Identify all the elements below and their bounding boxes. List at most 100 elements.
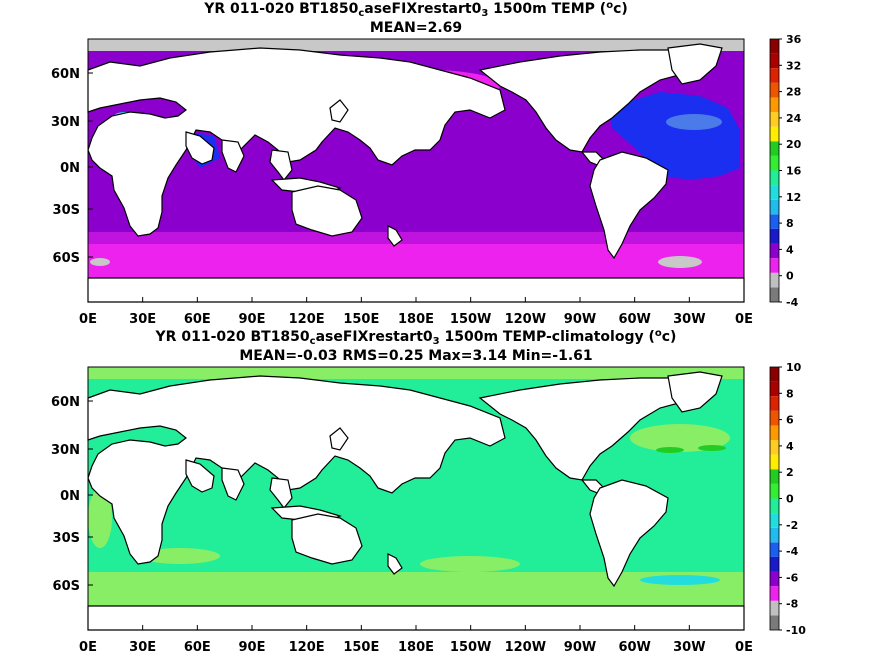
colorbar-swatch	[770, 410, 779, 426]
colorbar-swatch	[770, 126, 779, 142]
colorbar-swatch	[770, 498, 779, 514]
lon-label: 90W	[564, 312, 596, 327]
lon-label: 0E	[79, 312, 97, 327]
lon-label: 150W	[450, 640, 491, 655]
lon-label: 90E	[239, 640, 266, 655]
colorbar-tick-label: 16	[786, 165, 802, 178]
lon-label: 30E	[129, 312, 156, 327]
colorbar-swatch	[770, 527, 779, 543]
lat-label: 30S	[53, 531, 80, 546]
lat-label: 30N	[51, 115, 80, 130]
colorbar-swatch	[770, 469, 779, 484]
colorbar-swatch	[770, 39, 779, 54]
lon-label: 0E	[735, 640, 753, 655]
lat-label: 60S	[53, 579, 80, 594]
colorbar-tick-label: -8	[786, 598, 798, 611]
colorbar-tick-label: 32	[786, 59, 801, 72]
colorbar-swatch	[770, 199, 779, 215]
lon-label: 30W	[673, 312, 705, 327]
colorbar-swatch	[770, 454, 779, 470]
colorbar-tick-label: 6	[786, 414, 794, 427]
panel2-southern-ocean	[88, 572, 744, 606]
lon-label: 60W	[618, 312, 650, 327]
colorbar-swatch	[770, 228, 779, 244]
lat-label: 60S	[53, 251, 80, 266]
colorbar-swatch	[770, 214, 779, 229]
lon-label: 30W	[673, 640, 705, 655]
colorbar-tick-label: -4	[786, 296, 799, 309]
lon-label: 30E	[129, 640, 156, 655]
lat-label: 60N	[51, 395, 80, 410]
colorbar-swatch	[770, 141, 779, 156]
colorbar-swatch	[770, 170, 779, 186]
colorbar-swatch	[770, 367, 779, 382]
colorbar-swatch	[770, 542, 779, 557]
colorbar-tick-label: 10	[786, 361, 802, 374]
colorbar-swatch	[770, 185, 779, 200]
lon-label: 60E	[184, 312, 211, 327]
lon-label: 0E	[735, 312, 753, 327]
colorbar-tick-label: 8	[786, 217, 794, 230]
colorbar-tick-label: 0	[786, 270, 794, 283]
panel1-atlantic	[608, 92, 740, 180]
lon-label: 90E	[239, 312, 266, 327]
colorbar-swatch	[770, 155, 779, 171]
colorbar-swatch	[770, 82, 779, 98]
colorbar-tick-label: 2	[786, 466, 794, 479]
axis-labels: 60N 30N 0N 30S 60S 0E 30E 60E 90E 120E 150E 180E 150…	[51, 67, 753, 655]
lon-label: 150E	[343, 312, 379, 327]
colorbar-swatch	[770, 483, 779, 499]
colorbar-swatch	[770, 586, 779, 601]
colorbar-swatch	[770, 381, 779, 397]
colorbar-tick-label: 0	[786, 493, 794, 506]
lon-label: 150E	[343, 640, 379, 655]
colorbar-tick-label: -4	[786, 545, 799, 558]
lat-label: 0N	[60, 489, 80, 504]
colorbar-swatch	[770, 425, 779, 441]
colorbar-tick-label: 20	[786, 138, 802, 151]
lon-label: 120E	[289, 640, 325, 655]
colorbar-swatch	[770, 396, 779, 411]
lat-label: 60N	[51, 67, 80, 82]
lon-label: 120W	[505, 312, 546, 327]
colorbar-tick-label: -10	[786, 624, 806, 637]
colorbar-tick-label: 12	[786, 191, 801, 204]
colorbar-tick-label: 36	[786, 33, 802, 46]
colorbar-tick-label: -6	[786, 571, 799, 584]
colorbar-swatch	[770, 571, 779, 587]
lon-label: 150W	[450, 312, 491, 327]
colorbar-swatch	[770, 556, 779, 572]
colorbar-swatch	[770, 287, 779, 302]
colorbar-swatch	[770, 97, 779, 113]
colorbar-tick-label: 28	[786, 86, 801, 99]
lat-label: 0N	[60, 161, 80, 176]
lon-label: 90W	[564, 640, 596, 655]
colorbar-swatch	[770, 615, 779, 630]
panel1-stats: MEAN=2.69	[369, 20, 463, 36]
panel1-southern-ocean	[88, 244, 744, 278]
colorbar-swatch	[770, 53, 779, 69]
colorbar-swatch	[770, 112, 779, 127]
colorbar-tick-label: 8	[786, 387, 794, 400]
lon-label: 180E	[398, 640, 434, 655]
panel2-title: YR 011-020 BT1850caseFIXrestart03 1500m …	[155, 328, 677, 347]
panel1-title: YR 011-020 BT1850caseFIXrestart03 1500m …	[204, 0, 628, 19]
colorbar-tick-label: 24	[786, 112, 802, 125]
lon-label: 60W	[618, 640, 650, 655]
panel1-map	[87, 39, 745, 303]
lat-label: 30S	[53, 203, 80, 218]
colorbar-swatch	[770, 258, 779, 273]
lon-label: 120W	[505, 640, 546, 655]
lon-label: 0E	[79, 640, 97, 655]
colorbar-tick-label: -2	[786, 519, 798, 532]
colorbar-swatch	[770, 243, 779, 259]
lon-label: 60E	[184, 640, 211, 655]
colorbar-swatch	[770, 272, 779, 288]
panel1-missing-north	[88, 39, 744, 51]
lat-label: 30N	[51, 443, 80, 458]
panel2-map	[87, 367, 745, 631]
lon-label: 120E	[289, 312, 325, 327]
colorbar-swatch	[770, 440, 779, 455]
